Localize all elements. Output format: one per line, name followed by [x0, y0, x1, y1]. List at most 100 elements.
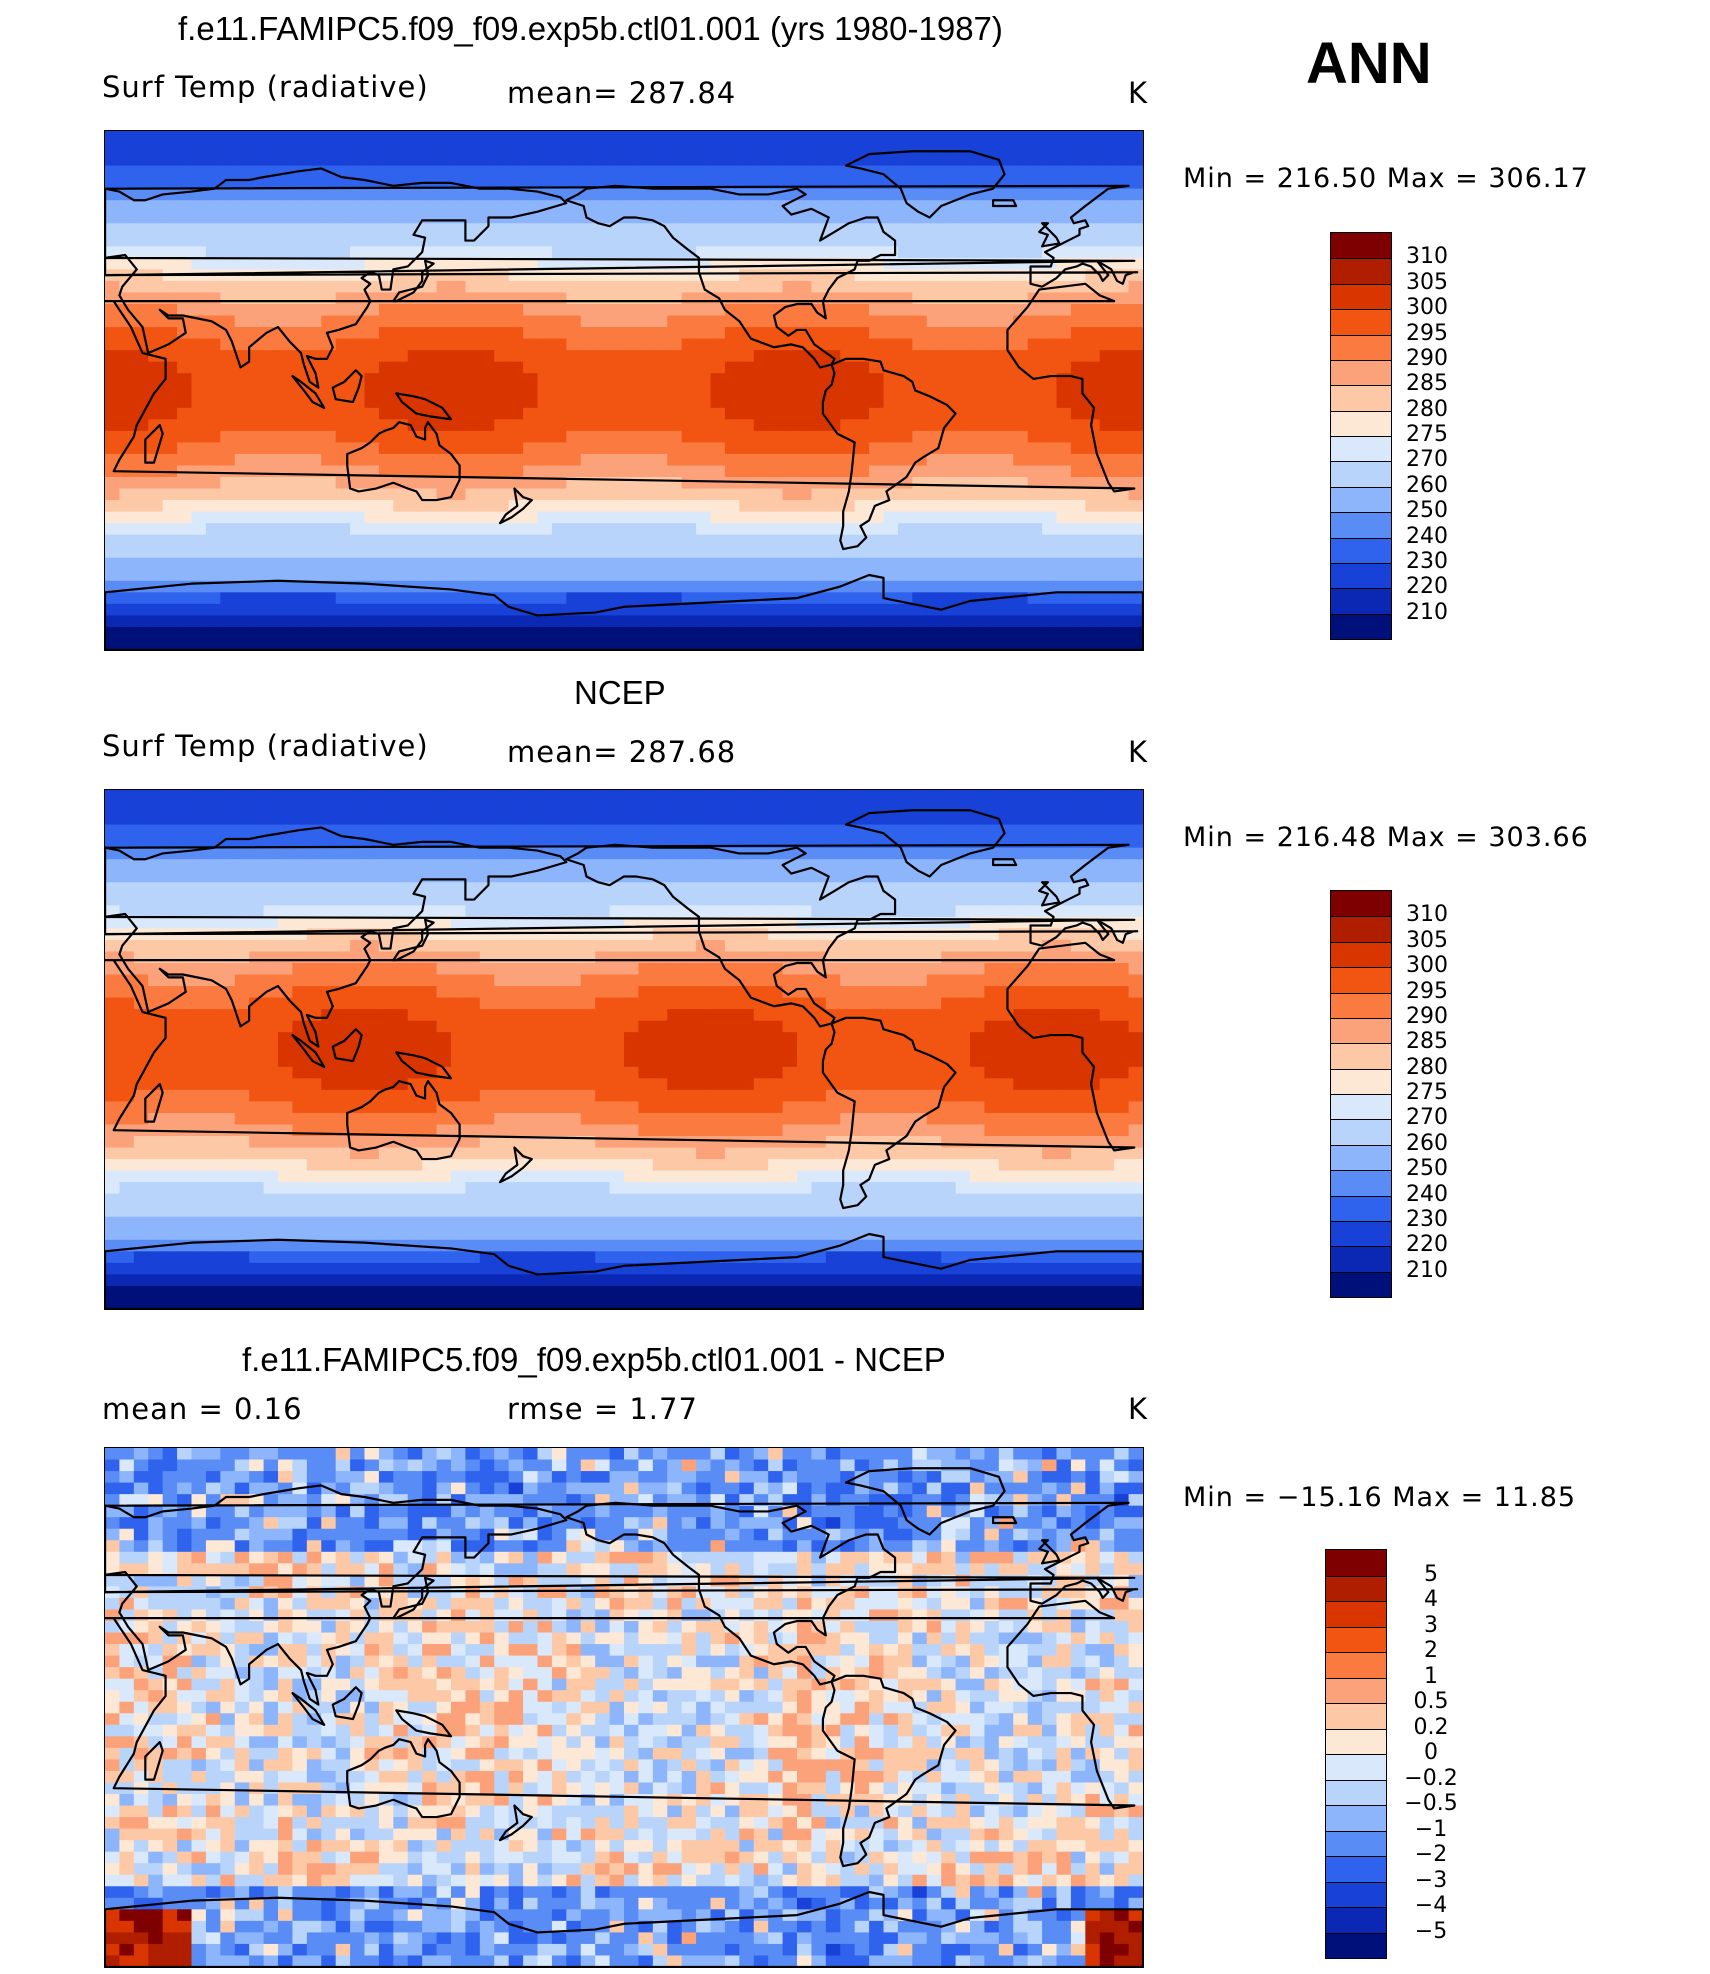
field-cell	[119, 1055, 135, 1068]
field-cell	[753, 350, 769, 363]
field-cell	[1027, 315, 1043, 328]
field-cell	[912, 269, 928, 282]
field-cell	[970, 1020, 986, 1033]
field-cell	[883, 384, 899, 397]
field-cell	[422, 523, 438, 536]
field-cell	[205, 813, 221, 826]
field-cell	[984, 569, 1000, 582]
field-cell	[306, 905, 322, 918]
field-cell	[739, 269, 755, 282]
field-cell	[1013, 1043, 1029, 1056]
field-cell	[479, 211, 495, 224]
field-cell	[566, 916, 582, 930]
field-cell	[984, 419, 1000, 432]
field-cell	[854, 430, 870, 443]
field-cell	[1128, 813, 1143, 826]
field-cell	[897, 626, 913, 640]
field-cell	[696, 847, 712, 860]
field-cell	[595, 269, 611, 282]
field-cell	[148, 442, 164, 455]
field-cell	[652, 234, 668, 247]
field-cell	[652, 269, 668, 282]
field-cell	[595, 557, 611, 570]
field-cell	[724, 1009, 740, 1022]
field-cell	[436, 361, 452, 374]
field-cell	[479, 177, 495, 190]
field-cell	[551, 974, 567, 987]
field-cell	[1056, 511, 1072, 524]
field-cell	[537, 315, 553, 328]
field-cell	[667, 974, 683, 987]
field-cell	[551, 592, 567, 605]
field-cell	[263, 569, 279, 582]
field-cell	[609, 327, 625, 340]
field-cell	[523, 824, 539, 837]
field-cell	[436, 465, 452, 478]
field-cell	[508, 338, 524, 351]
field-cell	[595, 338, 611, 351]
field-cell	[479, 396, 495, 409]
field-cell	[292, 569, 308, 582]
field-cell	[1099, 453, 1115, 467]
field-cell	[277, 580, 294, 593]
field-cell	[306, 315, 322, 328]
field-cell	[869, 813, 885, 826]
field-cell	[249, 580, 265, 593]
field-cell	[479, 974, 495, 987]
field-cell	[753, 523, 769, 536]
field-cell	[811, 974, 827, 987]
field-cell	[393, 592, 409, 605]
field-cell	[984, 234, 1000, 247]
field-cell	[825, 824, 841, 837]
field-cell	[465, 442, 481, 455]
field-cell	[393, 511, 409, 524]
field-cell	[220, 626, 236, 640]
field-cell	[652, 801, 668, 814]
field-cell	[624, 154, 640, 167]
field-cell	[984, 870, 1000, 883]
field-cell	[249, 500, 265, 513]
field-cell	[710, 327, 726, 340]
field-cell	[321, 813, 337, 826]
colorbar-cell	[1331, 512, 1391, 538]
field-cell	[350, 603, 366, 617]
field-cell	[119, 893, 135, 906]
field-cell	[479, 534, 495, 547]
field-cell	[465, 292, 481, 305]
field-cell	[854, 131, 870, 144]
field-cell	[941, 905, 957, 918]
field-cell	[436, 476, 452, 490]
field-cell	[551, 430, 567, 443]
field-cell	[551, 569, 567, 582]
field-cell	[566, 592, 582, 605]
field-cell	[551, 951, 567, 964]
field-cell	[407, 269, 423, 282]
field-cell	[782, 546, 798, 559]
field-cell	[840, 790, 856, 803]
field-cell	[249, 223, 265, 236]
field-cell	[811, 928, 827, 941]
field-cell	[926, 534, 942, 547]
field-cell	[652, 476, 668, 490]
field-cell	[1070, 315, 1086, 328]
field-cell	[724, 407, 740, 420]
field-cell	[1070, 246, 1086, 259]
field-cell	[1070, 523, 1086, 536]
field-cell	[263, 188, 279, 201]
field-cell	[941, 859, 957, 872]
field-cell	[393, 997, 409, 1010]
field-cell	[912, 592, 928, 605]
field-cell	[1085, 813, 1101, 826]
field-cell	[1013, 154, 1029, 167]
field-cell	[494, 986, 510, 999]
field-cell	[609, 131, 625, 144]
field-cell	[739, 488, 755, 501]
field-cell	[350, 327, 366, 340]
field-cell	[306, 292, 322, 305]
field-cell	[652, 338, 668, 351]
field-cell	[105, 557, 121, 570]
field-cell	[998, 373, 1014, 386]
field-cell	[1042, 1009, 1058, 1022]
field-cell	[133, 511, 149, 524]
field-cell	[1027, 200, 1043, 213]
